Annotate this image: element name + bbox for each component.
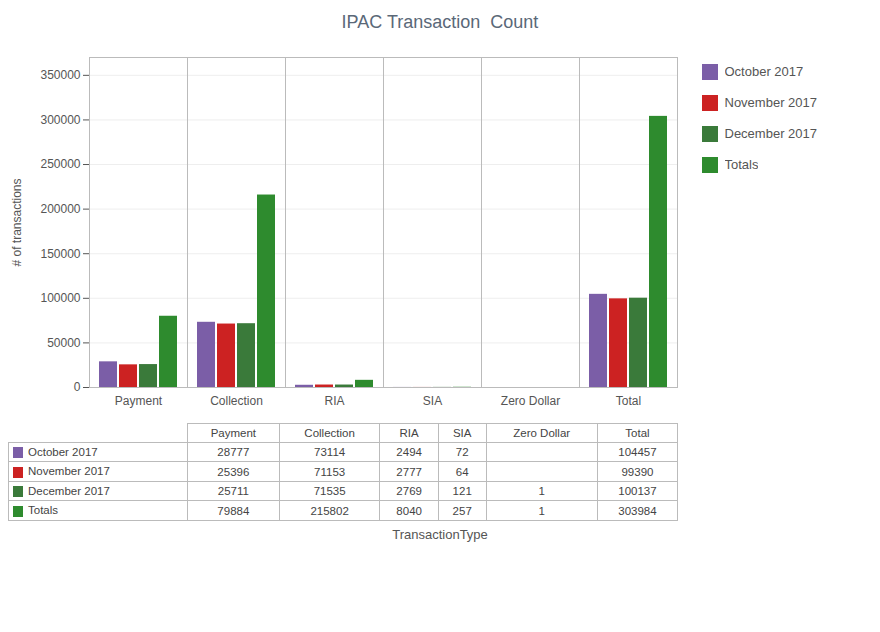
html-text:1: 1 xyxy=(538,504,545,517)
svg-text:350000: 350000 xyxy=(40,68,80,82)
html-text:71153: 71153 xyxy=(314,465,346,478)
html-text:2494: 2494 xyxy=(396,446,422,459)
html-text:2777: 2777 xyxy=(396,465,422,478)
svg-text:Zero Dollar: Zero Dollar xyxy=(501,394,560,408)
html-text:TransactionType: TransactionType xyxy=(392,526,488,542)
html-text:121: 121 xyxy=(452,485,472,498)
svg-text:Collection: Collection xyxy=(210,394,263,408)
html-text:Collection: Collection xyxy=(304,427,355,439)
html-text:Payment: Payment xyxy=(210,427,256,439)
svg-text:SIA: SIA xyxy=(423,394,442,408)
html-text:IPAC Transaction Count: IPAC Transaction Count xyxy=(341,12,539,32)
html-text:Total: Total xyxy=(625,427,650,439)
svg-text:RIA: RIA xyxy=(324,394,344,408)
html-text:November 2017: November 2017 xyxy=(28,465,110,478)
html-text:79884: 79884 xyxy=(217,504,250,517)
html-text:SIA: SIA xyxy=(452,427,472,439)
html-text:8040: 8040 xyxy=(396,504,422,517)
svg-text:200000: 200000 xyxy=(40,202,80,216)
html-text:303984: 303984 xyxy=(618,504,657,517)
html-text:December 2017: December 2017 xyxy=(28,484,110,497)
html-text:25711: 25711 xyxy=(217,485,249,498)
html-text:RIA: RIA xyxy=(399,427,419,439)
html-text:28777: 28777 xyxy=(217,446,250,459)
svg-text:Payment: Payment xyxy=(115,394,163,408)
html-text:October 2017: October 2017 xyxy=(724,64,804,79)
html-text:December 2017: December 2017 xyxy=(724,126,817,141)
svg-text:Total: Total xyxy=(616,394,641,408)
svg-text:250000: 250000 xyxy=(40,157,80,171)
html-text:215802: 215802 xyxy=(310,504,349,517)
html-text:November 2017: November 2017 xyxy=(724,95,817,110)
html-text:October 2017: October 2017 xyxy=(28,446,98,458)
html-text:72: 72 xyxy=(455,446,469,459)
svg-text:300000: 300000 xyxy=(40,113,80,127)
html-text:100137: 100137 xyxy=(618,485,657,498)
html-text:2769: 2769 xyxy=(396,485,422,498)
html-text:73114: 73114 xyxy=(314,446,346,459)
svg-text:# of transactions: # of transactions xyxy=(10,178,24,266)
html-text:1: 1 xyxy=(538,485,545,498)
svg-text:0: 0 xyxy=(74,380,81,394)
html-text:25396: 25396 xyxy=(217,465,250,478)
html-text:257: 257 xyxy=(452,504,472,517)
html-text:Totals: Totals xyxy=(28,504,58,517)
html-text:99390: 99390 xyxy=(621,465,654,478)
html-text:Zero Dollar: Zero Dollar xyxy=(513,427,571,439)
html-text:64: 64 xyxy=(455,465,469,478)
html-text:Totals: Totals xyxy=(724,157,759,172)
html-text:104457: 104457 xyxy=(618,446,657,459)
svg-text:50000: 50000 xyxy=(47,336,81,350)
svg-text:150000: 150000 xyxy=(40,247,80,261)
html-text:71535: 71535 xyxy=(313,485,346,498)
svg-text:100000: 100000 xyxy=(40,291,80,305)
